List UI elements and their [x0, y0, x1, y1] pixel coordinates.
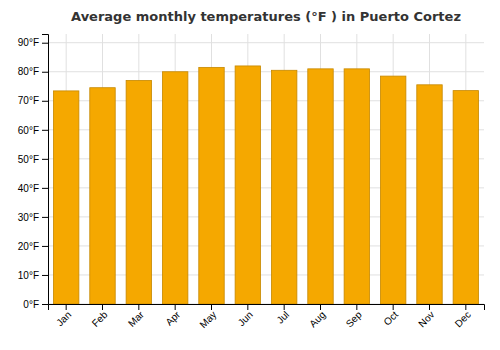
- bar: [344, 69, 369, 304]
- x-tick: Mar: [126, 304, 146, 329]
- x-tick-label: Oct: [381, 309, 400, 328]
- bar: [199, 67, 224, 304]
- y-tick-mark: [42, 217, 48, 218]
- y-tick-mark: [42, 130, 48, 131]
- y-tick: 0°F: [23, 299, 48, 310]
- x-axis: Jan Feb Mar Apr May Jun Jul Aug Sep Oct Nov Dec: [49, 304, 485, 330]
- chart: Jan Feb Mar Apr May Jun Jul Aug Sep Oct Nov Dec 0°F 1…: [0, 0, 500, 350]
- y-grid-line: [48, 71, 484, 72]
- x-tick-mark: [284, 304, 285, 310]
- y-tick: 70°F: [18, 95, 48, 106]
- y-tick-label: 60°F: [18, 125, 39, 136]
- y-tick-mark: [42, 43, 48, 44]
- x-tick: Jan: [54, 304, 73, 328]
- y-tick-mark: [42, 188, 48, 189]
- y-tick-label: 0°F: [23, 299, 39, 310]
- x-tick-label: Jun: [236, 309, 255, 328]
- x-tick: Feb: [90, 304, 110, 329]
- title: Average monthly temperatures (°F ) in Pu…: [71, 9, 461, 24]
- bar: [90, 88, 115, 304]
- x-tick-mark: [247, 304, 248, 310]
- x-tick-label: Jul: [274, 309, 291, 326]
- x-tick-mark: [175, 304, 176, 310]
- x-axis-line: [49, 305, 485, 311]
- bar: [380, 76, 405, 304]
- x-tick-mark: [320, 304, 321, 310]
- x-tick-mark: [429, 304, 430, 310]
- y-tick-mark: [42, 101, 48, 102]
- bar: [162, 72, 187, 304]
- bar: [308, 69, 333, 304]
- y-tick-label: 70°F: [18, 95, 39, 106]
- y-axis: 0°F 10°F 20°F 30°F 40°F 50°F 60°F 70°F 80°F 90°F: [18, 35, 49, 310]
- y-tick-mark: [42, 246, 48, 247]
- y-tick-mark: [42, 72, 48, 73]
- x-tick: Jul: [274, 304, 291, 326]
- y-tick: 20°F: [18, 241, 48, 252]
- x-tick-label: Feb: [90, 309, 110, 329]
- y-tick-mark: [42, 304, 48, 305]
- y-tick: 30°F: [18, 212, 48, 223]
- y-tick-mark: [42, 159, 48, 160]
- x-tick-mark: [393, 304, 394, 310]
- bar: [271, 70, 296, 304]
- y-tick-label: 20°F: [18, 241, 39, 252]
- x-tick-mark: [465, 304, 466, 310]
- x-tick: Sep: [344, 304, 365, 329]
- x-tick: Jun: [236, 304, 255, 328]
- x-tick-label: Dec: [453, 309, 473, 329]
- y-tick: 10°F: [18, 270, 48, 281]
- y-tick-label: 30°F: [18, 212, 39, 223]
- x-tick-label: Sep: [344, 309, 365, 330]
- x-tick: May: [197, 304, 218, 330]
- y-tick-label: 40°F: [18, 183, 39, 194]
- x-tick-label: Aug: [307, 309, 327, 329]
- bar: [126, 80, 151, 304]
- x-tick: Apr: [163, 304, 182, 328]
- x-tick-label: May: [197, 309, 218, 330]
- y-axis-line: [42, 35, 49, 305]
- x-tick-label: Apr: [163, 308, 182, 327]
- x-tick-label: Jan: [54, 309, 73, 328]
- y-tick-label: 80°F: [18, 66, 39, 77]
- x-tick: Nov: [416, 304, 436, 329]
- x-tick-mark: [356, 304, 357, 310]
- y-tick-label: 10°F: [18, 270, 39, 281]
- bar: [453, 91, 478, 304]
- y-tick-mark: [42, 275, 48, 276]
- y-tick: 50°F: [18, 154, 48, 165]
- y-tick-label: 50°F: [18, 154, 39, 165]
- x-tick-mark: [102, 304, 103, 310]
- y-tick: 40°F: [18, 183, 48, 194]
- x-tick-mark: [138, 304, 139, 310]
- y-grid-line: [48, 42, 484, 43]
- x-tick-mark: [66, 304, 67, 310]
- y-tick-label: 90°F: [18, 37, 39, 48]
- y-tick: 60°F: [18, 125, 48, 136]
- x-tick: Dec: [453, 304, 473, 329]
- bar: [235, 66, 260, 304]
- x-tick: Oct: [381, 304, 400, 328]
- x-tick-mark: [211, 304, 212, 310]
- bar: [417, 85, 442, 304]
- x-tick: Aug: [307, 304, 327, 329]
- plot-area: Jan Feb Mar Apr May Jun Jul Aug Sep Oct Nov Dec 0°F 1…: [18, 34, 485, 330]
- y-tick: 80°F: [18, 66, 48, 77]
- bar: [53, 91, 78, 304]
- grid: [48, 34, 484, 304]
- bars: [53, 66, 478, 304]
- x-tick-label: Nov: [416, 309, 436, 329]
- y-tick: 90°F: [18, 37, 48, 48]
- x-tick-label: Mar: [126, 308, 146, 328]
